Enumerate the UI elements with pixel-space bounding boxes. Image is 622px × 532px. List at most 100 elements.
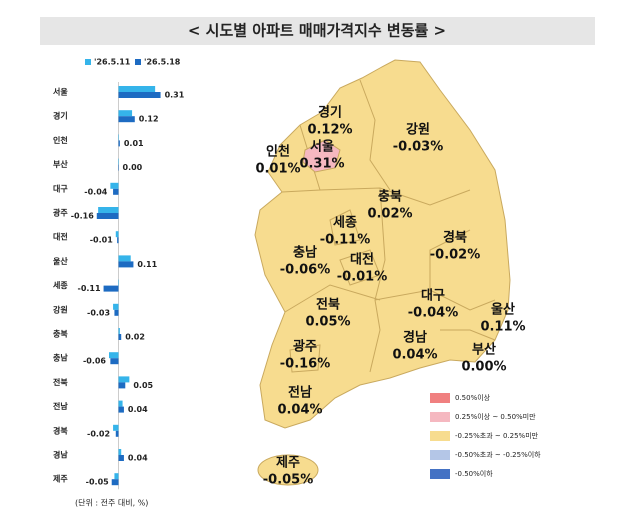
category-label: 충남 xyxy=(53,353,68,363)
region-name: 충북 xyxy=(378,189,402,205)
region-value: 0.00% xyxy=(461,360,506,375)
value-label: 0.04 xyxy=(128,405,148,414)
map-legend-label: -0.25%초과 ~ 0.25%미만 xyxy=(455,431,539,440)
category-label: 울산 xyxy=(53,256,68,266)
bar xyxy=(118,86,156,92)
region-name: 강원 xyxy=(406,122,430,138)
category-label: 경북 xyxy=(53,425,68,435)
bar xyxy=(118,455,124,461)
map-legend-swatch xyxy=(430,393,450,403)
region-name: 전북 xyxy=(316,297,340,313)
bar xyxy=(118,382,126,389)
region-value: 0.12% xyxy=(307,123,352,138)
bar xyxy=(118,449,122,455)
region-name: 제주 xyxy=(276,456,300,471)
region-name: 경북 xyxy=(443,230,467,246)
category-label: 전북 xyxy=(53,377,68,387)
value-label: 0.02 xyxy=(125,333,145,342)
value-label: 0.31 xyxy=(165,91,185,100)
bar xyxy=(118,400,123,407)
jeju xyxy=(257,454,319,486)
legend-label: '26.5.11 xyxy=(94,58,131,67)
title: < 시도별 아파트 매매가격지수 변동률 > xyxy=(188,22,446,40)
value-label: -0.06 xyxy=(83,357,106,366)
region-value: -0.06% xyxy=(280,263,331,278)
map xyxy=(254,59,511,486)
seoul xyxy=(302,139,341,173)
region-value: 0.04% xyxy=(392,348,437,363)
bar xyxy=(118,140,120,147)
category-label: 제주 xyxy=(53,474,68,484)
value-label: -0.04 xyxy=(84,187,107,196)
bar xyxy=(103,285,119,292)
map-legend-swatch xyxy=(430,469,450,479)
bar xyxy=(110,358,119,365)
bar xyxy=(111,479,119,486)
region-value: 0.01% xyxy=(255,162,300,177)
category-label: 대전 xyxy=(53,232,68,242)
bar xyxy=(118,164,119,171)
region-name: 대구 xyxy=(421,289,445,304)
bar xyxy=(118,261,134,268)
region-value: 0.31% xyxy=(299,157,344,172)
category-label: 세종 xyxy=(53,280,68,290)
map-legend-label: 0.50%이상 xyxy=(455,393,491,402)
region-value: -0.04% xyxy=(408,306,459,321)
title-banner xyxy=(40,17,595,45)
bar xyxy=(118,376,130,383)
value-label: -0.11 xyxy=(78,284,101,293)
bar xyxy=(114,473,119,480)
value-label: -0.03 xyxy=(87,308,110,317)
region-name: 전남 xyxy=(288,385,312,401)
bar xyxy=(110,182,119,189)
bar xyxy=(115,430,119,437)
bar xyxy=(118,328,120,334)
category-label: 전남 xyxy=(53,401,68,411)
map-legend-label: -0.50%이하 xyxy=(455,469,493,478)
map-legend-swatch xyxy=(430,450,450,460)
category-label: 부산 xyxy=(53,159,68,169)
value-label: 0.00 xyxy=(123,163,143,172)
region-name: 충남 xyxy=(293,245,317,261)
category-label: 충북 xyxy=(53,329,68,339)
bar xyxy=(118,92,161,98)
bar xyxy=(118,116,135,123)
bar xyxy=(113,303,119,310)
unit-note: (단위 : 전주 대비, %) xyxy=(75,498,148,508)
region-value: -0.16% xyxy=(280,357,331,372)
value-label: -0.16 xyxy=(71,212,94,221)
category-label: 강원 xyxy=(53,304,68,314)
bar xyxy=(109,352,119,359)
map-legend-label: 0.25%이상 ~ 0.50%미만 xyxy=(455,412,536,421)
value-label: 0.11 xyxy=(137,260,157,269)
bar xyxy=(117,237,119,244)
region-value: 0.05% xyxy=(305,315,350,330)
value-label: -0.02 xyxy=(87,429,110,438)
map-legend-swatch xyxy=(430,412,450,422)
region-name: 부산 xyxy=(472,342,496,358)
legend-label: '26.5.18 xyxy=(144,58,181,67)
region-name: 울산 xyxy=(491,302,515,318)
bar xyxy=(113,424,119,431)
legend-swatch xyxy=(135,59,141,65)
bar xyxy=(118,279,119,286)
region-value: -0.05% xyxy=(263,473,314,488)
bar xyxy=(118,406,124,413)
category-label: 서울 xyxy=(53,87,68,97)
legend-swatch xyxy=(85,59,91,65)
region-value: 0.11% xyxy=(480,320,525,335)
category-label: 대구 xyxy=(53,183,68,193)
bar xyxy=(118,110,133,117)
bar xyxy=(118,134,119,141)
region-name: 인천 xyxy=(266,144,290,160)
value-label: 0.04 xyxy=(128,454,148,463)
bar xyxy=(113,188,119,195)
value-label: 0.05 xyxy=(133,381,153,390)
region-value: -0.02% xyxy=(430,248,481,263)
region-value: 0.04% xyxy=(277,403,322,418)
region-name: 세종 xyxy=(333,216,357,231)
borders xyxy=(281,79,496,373)
region-value: -0.01% xyxy=(337,270,388,285)
bar xyxy=(114,309,119,316)
